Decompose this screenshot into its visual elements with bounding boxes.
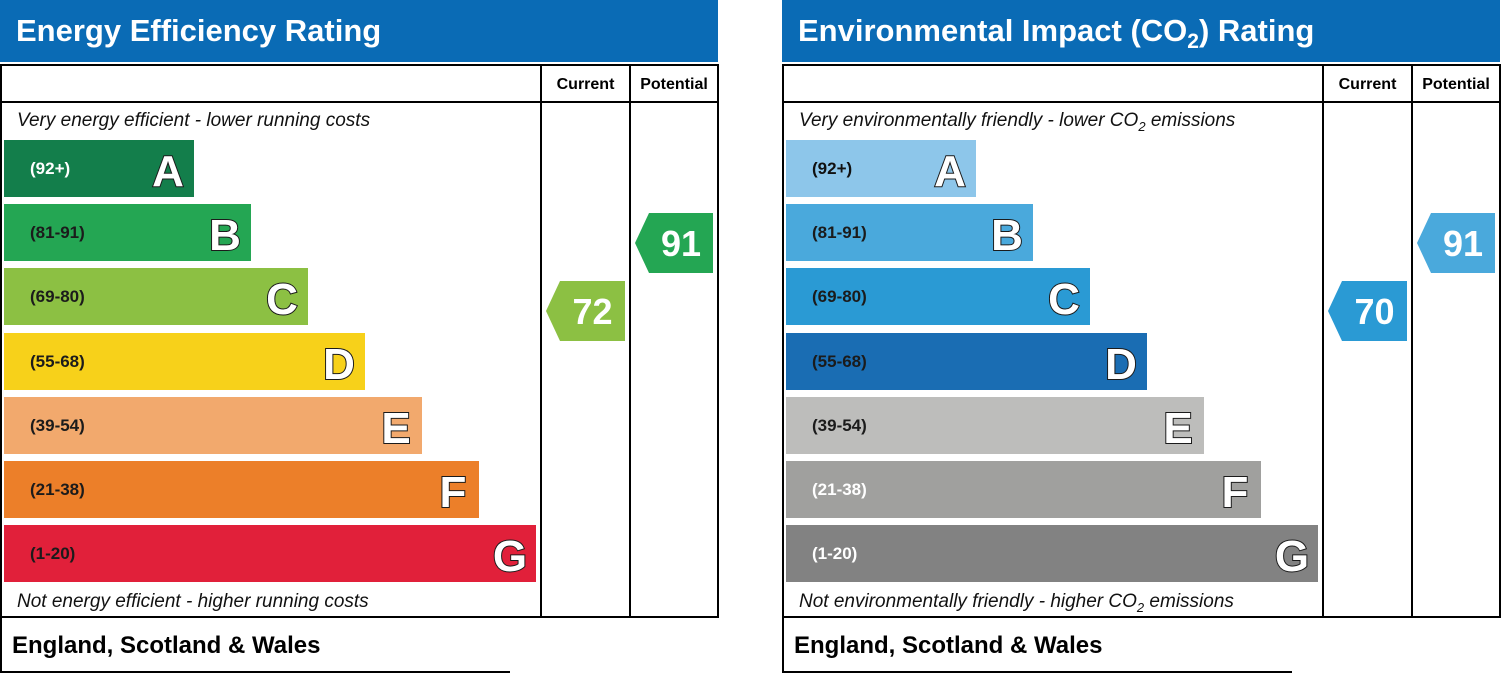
band-c: (69-80) C — [786, 268, 1090, 326]
band-letter: A — [151, 146, 185, 195]
band-letter: D — [1104, 339, 1138, 388]
current-rating-pointer: 70 — [1328, 280, 1407, 341]
svg-text:D: D — [323, 340, 355, 388]
band-range-label: (81-91) — [812, 223, 867, 243]
band-range-label: (39-54) — [812, 415, 867, 435]
region-footer: England, Scotland & Wales — [782, 618, 1292, 673]
current-column-header: Current — [1338, 76, 1397, 93]
region-footer: England, Scotland & Wales — [0, 618, 510, 673]
band-d: (55-68) D — [4, 332, 365, 390]
potential-rating-value: 91 — [661, 223, 701, 264]
band-letter: A — [933, 146, 967, 195]
band-f: (21-38) F — [786, 461, 1261, 518]
potential-rating-pointer: 91 — [1417, 212, 1495, 273]
svg-text:D: D — [1105, 340, 1137, 388]
potential-rating-value: 91 — [1443, 223, 1483, 264]
svg-text:E: E — [1163, 404, 1192, 452]
band-range-label: (92+) — [30, 159, 71, 178]
band-letter: B — [990, 210, 1024, 259]
potential-column-header: Potential — [640, 76, 708, 93]
band-letter: E — [380, 403, 411, 452]
environmental-impact-panel: Environmental Impact (CO2) Rating Curren… — [782, 0, 1501, 675]
band-range-label: (55-68) — [812, 351, 867, 371]
band-range-label: (39-54) — [30, 415, 85, 435]
top-note: Very environmentally friendly - lower CO… — [799, 110, 1236, 134]
band-letter: D — [322, 339, 356, 388]
svg-text:G: G — [1275, 532, 1309, 580]
region-label: England, Scotland & Wales — [794, 632, 1103, 659]
band-letter: G — [1274, 531, 1310, 580]
band-range-label: (21-38) — [812, 480, 867, 499]
current-column-header: Current — [556, 76, 615, 93]
current-rating-arrow — [1328, 280, 1407, 341]
panel-title: Environmental Impact (CO2) Rating — [782, 0, 1500, 62]
band-letter: G — [492, 531, 528, 580]
panel-title: Energy Efficiency Rating — [0, 0, 718, 62]
band-e: (39-54) E — [786, 396, 1204, 454]
potential-column-header: Potential — [1422, 76, 1490, 93]
band-letter: C — [1047, 274, 1081, 323]
svg-text:B: B — [209, 211, 241, 259]
band-range-label: (69-80) — [30, 287, 85, 307]
band-range-label: (69-80) — [812, 287, 867, 307]
band-d: (55-68) D — [786, 332, 1147, 390]
svg-text:F: F — [440, 468, 467, 516]
potential-rating-pointer: 91 — [635, 212, 713, 273]
band-f: (21-38) F — [4, 461, 479, 518]
band-a: (92+) A — [786, 140, 976, 197]
potential-rating-arrow — [1417, 212, 1495, 273]
svg-text:C: C — [1048, 275, 1080, 323]
band-letter: F — [1221, 467, 1250, 516]
current-rating-arrow — [546, 280, 625, 341]
top-note: Very energy efficient - lower running co… — [17, 110, 371, 131]
svg-text:G: G — [493, 532, 527, 580]
band-g: (1-20) G — [786, 525, 1318, 583]
region-label: England, Scotland & Wales — [12, 632, 321, 659]
band-range-label: (1-20) — [30, 544, 76, 564]
band-letter: C — [265, 274, 299, 323]
current-rating-pointer: 72 — [546, 280, 625, 341]
potential-rating-arrow — [635, 212, 713, 273]
current-rating-value: 72 — [572, 291, 612, 332]
band-range-label: (21-38) — [30, 480, 85, 499]
band-range-label: (92+) — [812, 159, 853, 178]
band-e: (39-54) E — [4, 396, 422, 454]
current-rating-value: 70 — [1354, 291, 1394, 332]
band-range-label: (55-68) — [30, 351, 85, 371]
band-g: (1-20) G — [4, 525, 536, 583]
band-letter: E — [1162, 403, 1193, 452]
band-letter: B — [208, 210, 242, 259]
rating-table: Current Potential Very energy efficient … — [0, 64, 719, 618]
svg-text:E: E — [381, 404, 410, 452]
band-a: (92+) A — [4, 140, 194, 197]
energy-efficiency-panel: Energy Efficiency Rating Current Potenti… — [0, 0, 720, 675]
bottom-note: Not energy efficient - higher running co… — [17, 591, 369, 612]
svg-text:B: B — [991, 211, 1023, 259]
band-range-label: (1-20) — [812, 544, 858, 564]
rating-table: Current Potential Very environmentally f… — [782, 64, 1501, 618]
band-c: (69-80) C — [4, 268, 308, 326]
svg-text:A: A — [934, 147, 966, 195]
band-b: (81-91) B — [786, 204, 1033, 262]
band-range-label: (81-91) — [30, 223, 85, 243]
band-letter: F — [439, 467, 468, 516]
bottom-note: Not environmentally friendly - higher CO… — [799, 591, 1234, 615]
band-b: (81-91) B — [4, 204, 251, 262]
svg-text:F: F — [1222, 468, 1249, 516]
svg-text:A: A — [152, 147, 184, 195]
svg-text:C: C — [266, 275, 298, 323]
